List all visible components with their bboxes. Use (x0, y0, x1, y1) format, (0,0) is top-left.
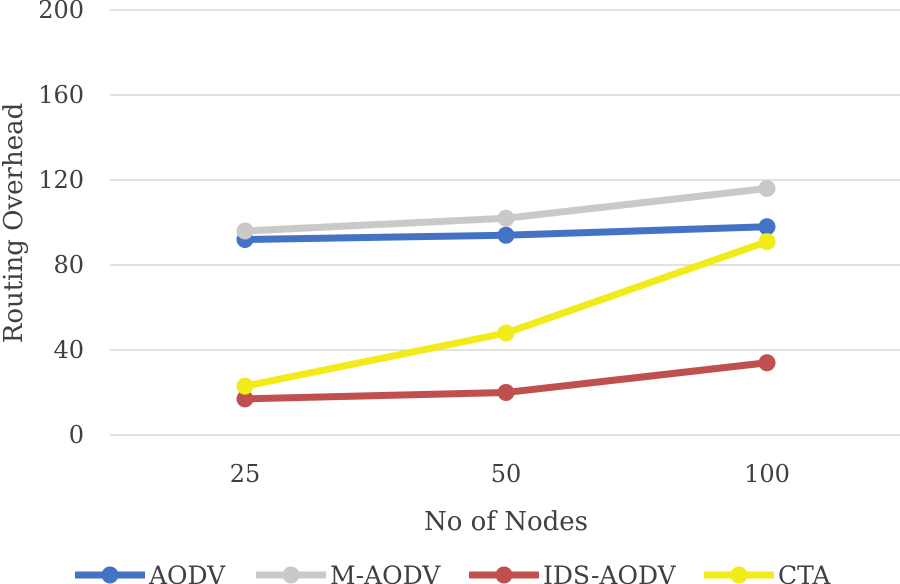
data-point (758, 233, 776, 251)
y-tick-label: 80 (53, 251, 84, 279)
legend-item: M-AODV (256, 561, 441, 584)
legend-label: CTA (778, 561, 831, 584)
legend-swatch-marker (101, 566, 119, 584)
legend-label: M-AODV (330, 561, 441, 584)
y-tick-label: 200 (38, 0, 84, 24)
y-tick-label: 40 (53, 336, 84, 364)
data-point (497, 384, 515, 401)
series-group (236, 180, 776, 408)
legend-swatch-marker (282, 566, 300, 584)
series-cta (236, 233, 776, 395)
x-axis-ticks: 25 50 100 (230, 460, 790, 488)
series-ids-aodv (236, 354, 776, 408)
y-tick-label: 0 (69, 421, 84, 449)
y-axis-ticks: 0 40 80 120 160 200 (38, 0, 84, 449)
data-point (758, 218, 776, 236)
legend: AODV M-AODV IDS-AODV CTA (75, 561, 831, 584)
legend-swatch-marker (730, 566, 748, 584)
legend-item: CTA (704, 561, 831, 584)
data-point (236, 390, 254, 408)
legend-label: AODV (148, 561, 226, 584)
data-point (497, 209, 515, 227)
data-point (758, 180, 776, 197)
series-m-aodv (236, 180, 776, 240)
data-point (758, 354, 776, 372)
x-tick-label: 25 (230, 460, 261, 488)
y-tick-label: 120 (38, 166, 84, 194)
x-tick-label: 50 (491, 460, 522, 488)
legend-swatch-marker (495, 566, 513, 584)
data-point (236, 222, 254, 240)
y-axis-label: Routing Overhead (0, 103, 29, 344)
legend-item: IDS-AODV (469, 561, 677, 584)
grid-lines (110, 9, 900, 436)
y-tick-label: 160 (38, 81, 84, 109)
data-point (497, 226, 515, 244)
legend-label: IDS-AODV (543, 561, 677, 584)
series-line (241, 238, 771, 390)
data-point (497, 324, 515, 342)
legend-item: AODV (75, 561, 226, 584)
series-aodv (236, 218, 776, 248)
x-tick-label: 100 (744, 460, 790, 488)
x-axis-label: No of Nodes (424, 507, 588, 537)
data-point (236, 377, 254, 395)
